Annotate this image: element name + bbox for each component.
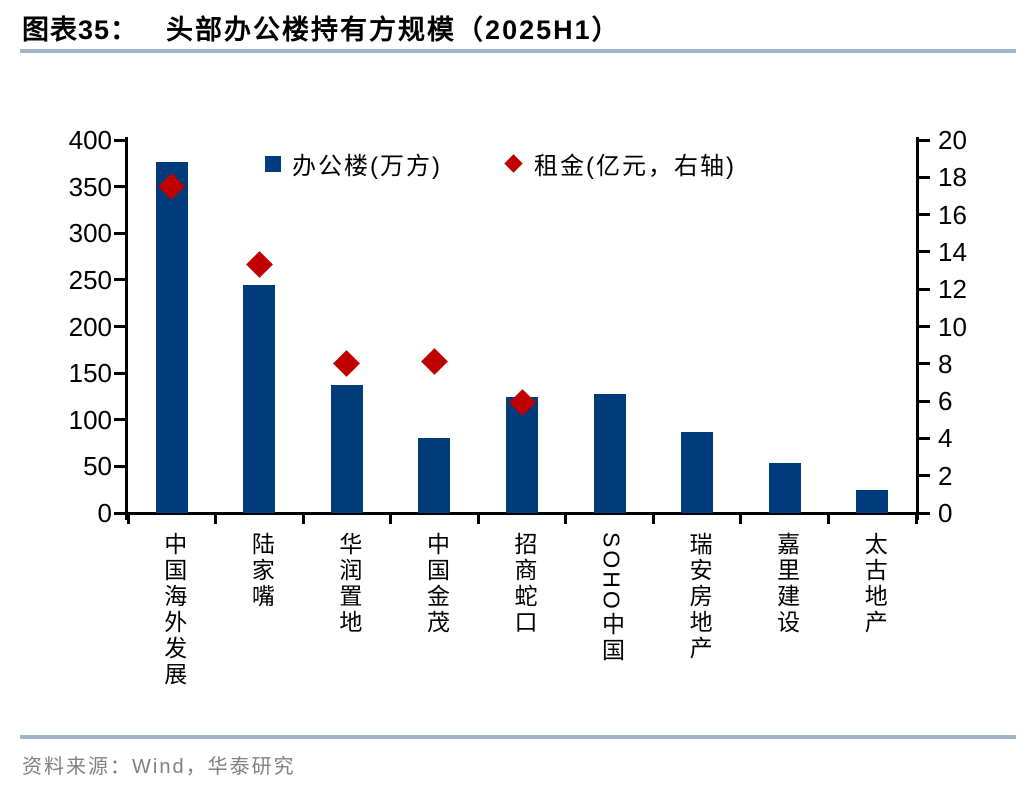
y-axis-right-tick — [919, 287, 930, 291]
x-axis-tick — [126, 513, 130, 524]
category-label: 华润置地 — [335, 532, 362, 636]
category-label: 陆家嘴 — [248, 532, 275, 610]
x-axis-tick — [564, 513, 568, 524]
y-axis-left-label: 300 — [68, 218, 112, 249]
y-axis-right-tick — [919, 175, 930, 179]
bar — [155, 162, 188, 513]
y-axis-left-tick — [114, 325, 125, 328]
rent-diamond — [333, 350, 361, 378]
y-axis-right-tick — [919, 250, 930, 254]
legend-label-rent: 租金(亿元，右轴) — [533, 153, 736, 180]
y-axis-right-label: 2 — [938, 460, 953, 491]
y-axis-right-tick — [919, 213, 930, 217]
y-axis-left-tick — [114, 278, 125, 282]
rent-diamond — [421, 348, 448, 376]
footer-divider — [20, 735, 1016, 739]
y-axis-right-label: 16 — [938, 199, 967, 230]
figure-number: 图表35： — [22, 15, 139, 45]
office-bar-swatch-icon — [265, 155, 281, 172]
y-axis-right-tick — [919, 511, 930, 515]
x-axis-tick — [739, 513, 743, 524]
title-underline — [20, 49, 1016, 53]
bar — [506, 397, 538, 513]
y-axis-right-label: 8 — [938, 348, 953, 379]
x-axis-tick — [914, 513, 918, 524]
bar — [593, 393, 626, 513]
y-axis-right-label: 6 — [938, 386, 953, 417]
y-axis-left — [125, 137, 128, 520]
x-axis-tick — [389, 513, 393, 524]
y-axis-left-tick — [114, 418, 125, 422]
x-axis-tick — [214, 513, 218, 524]
bar — [681, 431, 714, 513]
y-axis-right-label: 12 — [938, 274, 967, 305]
y-axis-left-tick — [114, 231, 125, 235]
x-axis — [117, 512, 927, 515]
y-axis-left-tick — [114, 464, 125, 468]
category-label: 招商蛇口 — [511, 532, 537, 636]
y-axis-left-label: 350 — [68, 171, 112, 202]
y-axis-right-label: 0 — [938, 498, 953, 528]
y-axis-right-label: 20 — [938, 125, 967, 155]
y-axis-left-label: 400 — [68, 125, 112, 155]
category-label: 太古地产 — [861, 532, 888, 636]
y-axis-right-tick — [919, 474, 930, 478]
category-label: 瑞安房地产 — [686, 532, 713, 662]
y-axis-right — [916, 137, 919, 520]
y-axis-left-label: 150 — [68, 358, 112, 389]
y-axis-left-tick — [114, 371, 125, 375]
y-axis-right-tick — [919, 436, 930, 440]
source-note: 资料来源：Wind，华泰研究 — [22, 756, 296, 778]
y-axis-right-tick — [919, 138, 930, 142]
y-axis-right-label: 18 — [938, 162, 967, 193]
x-axis-tick — [476, 513, 480, 524]
rent-diamond-swatch-icon — [504, 154, 523, 173]
legend-item-office: 办公楼(万方) — [265, 146, 442, 181]
y-axis-right-tick — [919, 399, 930, 403]
y-axis-right-label: 14 — [938, 236, 967, 267]
category-label: 中国海外发展 — [160, 532, 187, 688]
y-axis-right-label: 10 — [938, 311, 967, 342]
y-axis-left-label: 100 — [68, 404, 112, 435]
y-axis-right-tick — [919, 362, 930, 366]
y-axis-left-tick — [114, 511, 125, 515]
bar — [330, 385, 363, 513]
rent-diamond — [245, 251, 273, 279]
x-axis-tick — [651, 513, 655, 524]
x-axis-tick — [301, 513, 305, 524]
y-axis-left-label: 250 — [68, 264, 112, 295]
chart-title: 头部办公楼持有方规模（2025H1） — [166, 15, 621, 45]
category-label: SOHO中国 — [598, 532, 625, 664]
y-axis-right-tick — [919, 325, 930, 328]
y-axis-left-label: 200 — [68, 311, 112, 342]
bar — [418, 438, 451, 513]
y-axis-left-tick — [114, 138, 125, 142]
chart-header: 图表35： 头部办公楼持有方规模（2025H1） — [22, 8, 621, 47]
x-axis-tick — [826, 513, 830, 524]
y-axis-left-label: 0 — [97, 498, 112, 528]
legend: 办公楼(万方) 租金(亿元，右轴) — [265, 146, 736, 181]
legend-label-office: 办公楼(万方) — [292, 153, 442, 180]
category-label: 嘉里建设 — [773, 532, 800, 636]
y-axis-left-label: 50 — [83, 451, 112, 482]
bar — [856, 489, 889, 513]
bar — [243, 285, 276, 513]
legend-item-rent: 租金(亿元，右轴) — [504, 146, 736, 181]
y-axis-left-tick — [114, 185, 125, 189]
y-axis-right-label: 4 — [938, 423, 953, 454]
category-label: 中国金茂 — [423, 532, 450, 636]
bar — [768, 462, 801, 513]
